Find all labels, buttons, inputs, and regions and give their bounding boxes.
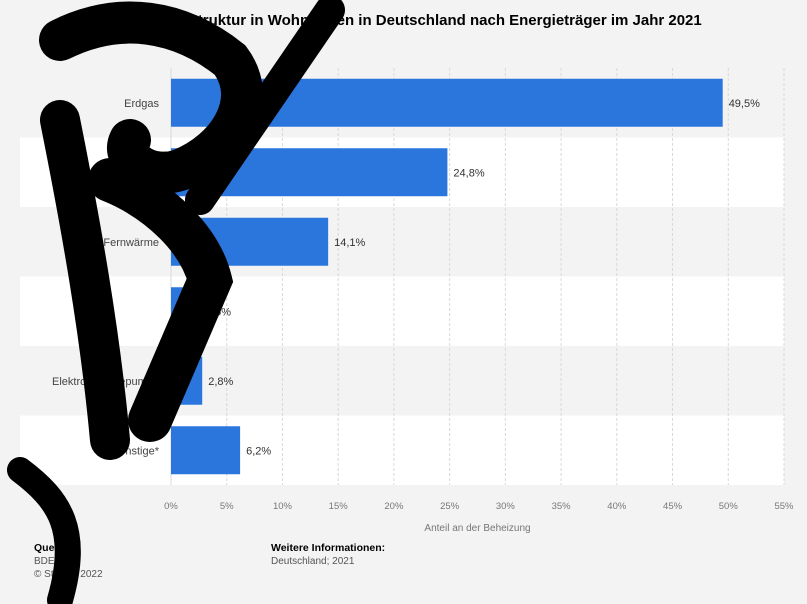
info-text: Deutschland; 2021	[271, 556, 355, 567]
x-tick-label: 10%	[273, 501, 293, 512]
bar	[171, 426, 241, 475]
bar	[171, 287, 200, 336]
source-block: Quelle BDEW © Statista 2022	[34, 542, 103, 581]
source-name: BDEW	[34, 556, 64, 567]
value-label: 24,8%	[453, 167, 484, 179]
bar	[171, 217, 329, 266]
x-tick-label: 15%	[329, 501, 349, 512]
x-tick-label: 5%	[220, 501, 234, 512]
x-axis-label: Anteil an der Beheizung	[424, 523, 530, 534]
info-block: Weitere Informationen: Deutschland; 2021	[271, 542, 385, 568]
copyright: © Statista 2022	[34, 569, 103, 580]
x-tick-label: 20%	[384, 501, 404, 512]
category-label: Sonstige*	[112, 445, 160, 457]
category-label: Fernwärme	[103, 237, 159, 249]
bar	[171, 356, 203, 405]
x-tick-label: 55%	[774, 501, 794, 512]
x-tick-label: 45%	[663, 501, 683, 512]
info-heading: Weitere Informationen:	[271, 542, 386, 554]
x-tick-label: 0%	[164, 501, 178, 512]
row-stripe	[20, 276, 784, 346]
bar	[171, 148, 448, 197]
x-tick-label: 35%	[552, 501, 572, 512]
bar	[171, 78, 723, 127]
x-tick-label: 25%	[440, 501, 460, 512]
category-label: Elektro-Wärmepumpe	[52, 376, 159, 388]
x-tick-label: 40%	[607, 501, 627, 512]
value-label: 49,5%	[729, 98, 760, 110]
x-tick-label: 50%	[719, 501, 739, 512]
value-label: 6,2%	[246, 445, 271, 457]
value-label: 2,8%	[208, 376, 233, 388]
x-tick-label: 30%	[496, 501, 516, 512]
category-label: Erdgas	[124, 98, 159, 110]
value-label: 2,6%	[206, 306, 231, 318]
source-heading: Quelle	[34, 542, 67, 554]
value-label: 14,1%	[334, 237, 365, 249]
